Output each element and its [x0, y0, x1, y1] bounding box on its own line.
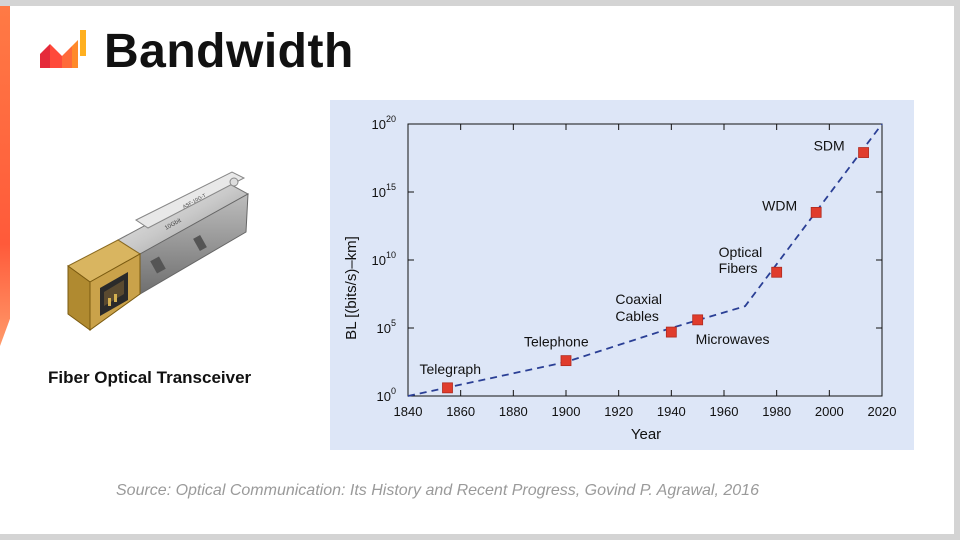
source-citation: Source: Optical Communication: Its Histo… — [116, 482, 759, 499]
x-tick-label: 2020 — [868, 404, 897, 419]
data-point-marker — [858, 147, 869, 158]
data-point-label: Coaxial — [615, 291, 662, 307]
y-axis-label: BL [(bits/s)–km] — [343, 236, 360, 340]
accent-bar — [0, 6, 10, 346]
x-tick-label: 1940 — [657, 404, 686, 419]
y-tick-label: 105 — [377, 318, 396, 336]
data-point-marker — [692, 314, 704, 326]
x-axis-label: Year — [631, 426, 661, 443]
slide-title: Bandwidth — [104, 25, 354, 78]
slide-frame-bottom — [0, 534, 960, 540]
x-tick-label: 1960 — [710, 404, 739, 419]
bandwidth-chart: 1840 1860 1880 1900 1920 1940 1960 1980 2000 2020… — [330, 100, 914, 450]
x-tick-label: 1900 — [552, 404, 581, 419]
plot-background — [330, 100, 914, 450]
device-caption: Fiber Optical Transceiver — [48, 368, 252, 387]
x-tick-label: 2000 — [815, 404, 844, 419]
x-tick-label: 1880 — [499, 404, 528, 419]
y-tick-label: 1010 — [372, 250, 396, 268]
slide-frame-top — [0, 0, 960, 6]
data-point-label: Microwaves — [696, 331, 770, 347]
data-point-label: Telegraph — [420, 361, 482, 377]
x-tick-label: 1980 — [762, 404, 791, 419]
data-point-label: Telephone — [524, 334, 589, 350]
data-point-marker — [810, 207, 822, 218]
data-point-label: SDM — [814, 138, 845, 154]
x-tick-label: 1920 — [604, 404, 633, 419]
x-tick-label: 1840 — [394, 404, 423, 419]
data-point-label: WDM — [762, 197, 797, 213]
data-point-marker — [442, 382, 453, 394]
y-tick-label: 1020 — [372, 114, 396, 132]
data-point-marker — [771, 266, 783, 278]
chart-panel: 1840 1860 1880 1900 1920 1940 1960 1980 2000 2020… — [330, 100, 914, 450]
trend-line — [407, 123, 883, 397]
data-point-marker — [560, 355, 572, 367]
x-tick-label: 1860 — [446, 404, 475, 419]
trend-layer — [407, 123, 883, 397]
data-point-label: Fibers — [719, 260, 758, 276]
data-point-label: Cables — [615, 308, 659, 324]
data-point-marker — [665, 326, 677, 338]
data-point-label: Optical — [719, 244, 763, 260]
brand-logo-icon — [40, 30, 86, 68]
y-tick-label: 1015 — [372, 182, 396, 200]
sfp-transceiver-icon: 10Gbit ASF-10G-T — [67, 171, 250, 331]
slide-frame-right — [954, 0, 960, 540]
chart-axes: 1840 1860 1880 1900 1920 1940 1960 1980 2000 2020… — [372, 114, 897, 419]
y-tick-label: 100 — [377, 386, 396, 404]
